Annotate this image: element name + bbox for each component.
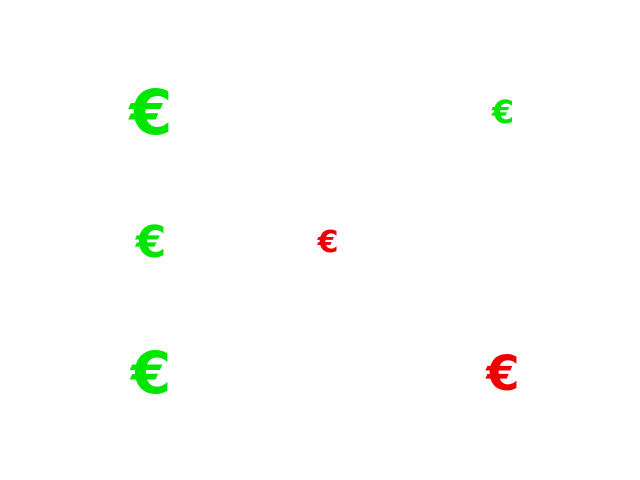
euro-icon: € xyxy=(317,225,339,260)
euro-icon: € xyxy=(129,76,173,149)
euro-icon: € xyxy=(486,346,520,402)
euro-icon: € xyxy=(130,339,172,407)
euro-icon: € xyxy=(135,217,167,268)
euro-icon: € xyxy=(491,93,515,131)
